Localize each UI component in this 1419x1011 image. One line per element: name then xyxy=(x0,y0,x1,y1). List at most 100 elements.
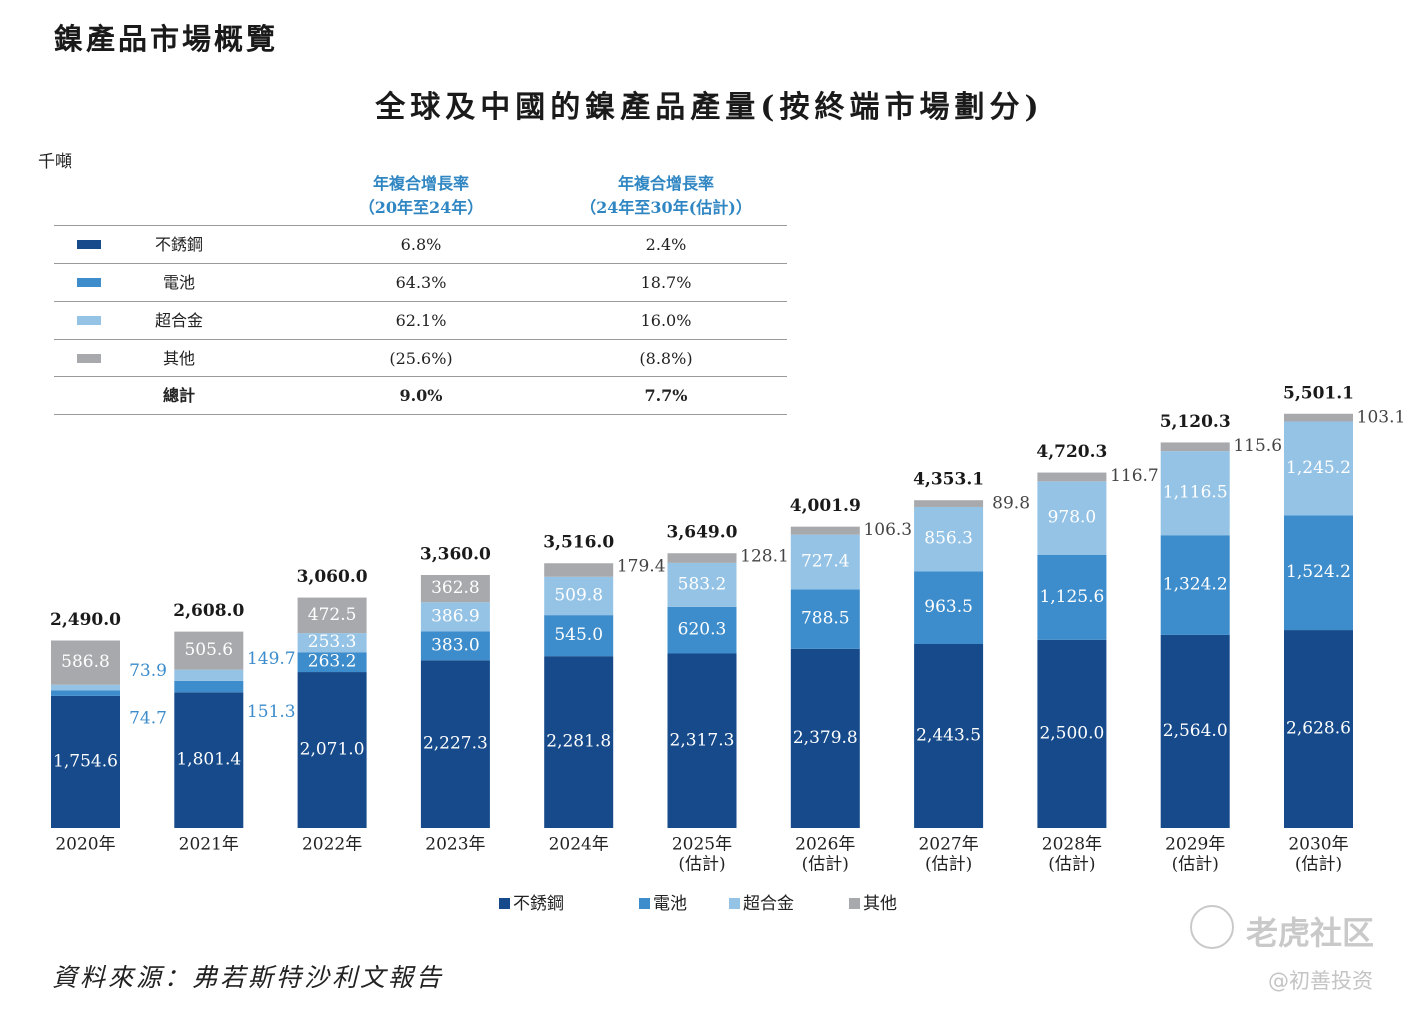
data-label-superalloy: 1,245.2 xyxy=(1286,458,1351,478)
bar-superalloy xyxy=(51,684,120,691)
cagr-value-2024-2030: 18.7% xyxy=(640,273,692,292)
cagr-header-line1: 年複合增長率 xyxy=(372,174,469,193)
watermark-logo-icon xyxy=(1190,905,1234,949)
data-label-superalloy: 1,116.5 xyxy=(1163,483,1228,503)
data-label-battery: 1,125.6 xyxy=(1039,587,1104,607)
table-row-superalloy: 超合金 62.1% 16.0% xyxy=(54,301,787,339)
legend-swatch xyxy=(729,897,740,909)
cagr-value-2024-2030: (8.8%) xyxy=(639,349,693,368)
data-label-other: 472.5 xyxy=(308,605,357,625)
battery-swatch xyxy=(77,278,101,287)
total-label: 3,360.0 xyxy=(420,544,491,564)
bar-superalloy xyxy=(790,534,860,590)
bar-superalloy xyxy=(914,506,984,572)
legend-label: 電池 xyxy=(653,894,687,914)
cagr-header-line1: 年複合增長率 xyxy=(617,174,714,193)
cagr-header-line2: （24年至30年(估計)） xyxy=(580,198,752,217)
data-label-stainless: 2,227.3 xyxy=(423,734,488,754)
bar-battery xyxy=(914,571,984,645)
bar-superalloy xyxy=(297,633,367,653)
total-label: 3,649.0 xyxy=(667,523,738,543)
data-label-stainless: 1,801.4 xyxy=(176,750,241,770)
x-tick-label: 2027年 xyxy=(918,835,978,855)
data-label-other: 89.8 xyxy=(992,494,1030,514)
data-label-other: 586.8 xyxy=(61,652,110,672)
x-tick-label: (估計) xyxy=(1048,855,1095,875)
legend-swatch xyxy=(499,897,510,909)
bar-battery xyxy=(544,615,614,657)
bar-stainless xyxy=(297,672,367,828)
bar-superalloy xyxy=(1160,451,1230,536)
x-tick-label: (估計) xyxy=(925,855,972,875)
data-label-stainless: 2,564.0 xyxy=(1163,721,1228,741)
table-row-battery: 電池 64.3% 18.7% xyxy=(54,263,787,301)
legend-swatch xyxy=(639,897,650,909)
legend-label: 不銹鋼 xyxy=(513,894,564,914)
bar-stainless xyxy=(544,656,614,828)
bar-other xyxy=(914,500,984,507)
legend-item-superalloy: 超合金 xyxy=(729,893,794,915)
bar-other xyxy=(420,574,490,603)
data-label-battery: 963.5 xyxy=(924,597,973,617)
data-label-other: 128.1 xyxy=(740,547,789,567)
data-label-other: 362.8 xyxy=(431,578,480,598)
source-note: 資料來源：弗若斯特沙利文報告 xyxy=(52,963,445,992)
bar-battery xyxy=(667,606,737,654)
bar-stainless xyxy=(1160,634,1230,828)
cagr-header-line2: （20年至24年） xyxy=(358,198,484,217)
x-tick-label: 2021年 xyxy=(179,835,239,855)
row-label: 超合金 xyxy=(154,311,203,330)
total-label: 3,060.0 xyxy=(297,567,368,587)
bar-superalloy xyxy=(544,576,614,616)
x-tick-label: 2026年 xyxy=(795,835,855,855)
section-title: 鎳產品市場概覽 xyxy=(54,22,279,56)
data-label-stainless: 2,500.0 xyxy=(1039,723,1104,743)
bar-battery xyxy=(51,690,120,696)
data-label-superalloy: 73.9 xyxy=(129,661,167,681)
bar-battery xyxy=(1284,515,1353,631)
cagr-value-2020-2024: 6.8% xyxy=(400,235,442,254)
bar-superalloy xyxy=(667,562,737,607)
bar-stainless xyxy=(1037,639,1107,828)
legend-item-battery: 電池 xyxy=(639,893,687,915)
table-row-other: 其他 (25.6%) (8.8%) xyxy=(54,339,787,377)
legend-swatch xyxy=(849,897,860,909)
total-label: 5,120.3 xyxy=(1160,412,1231,432)
legend-item-other: 其他 xyxy=(849,893,897,915)
data-label-superalloy: 149.7 xyxy=(247,649,296,669)
legend-item-stainless: 不銹鋼 xyxy=(499,893,564,915)
x-tick-label: (估計) xyxy=(1172,855,1219,875)
data-label-stainless: 1,754.6 xyxy=(53,751,118,771)
bar-other xyxy=(544,563,614,577)
cagr-value-2020-2024: (25.6%) xyxy=(389,349,453,368)
data-label-stainless: 2,443.5 xyxy=(916,726,981,746)
cagr-value-2020-2024: 9.0% xyxy=(399,386,443,405)
bar-stainless xyxy=(420,660,490,828)
x-tick-label: 2022年 xyxy=(302,835,362,855)
cagr-value-2024-2030: 16.0% xyxy=(640,311,692,330)
data-label-superalloy: 727.4 xyxy=(801,552,850,572)
stainless-swatch xyxy=(77,240,101,249)
cagr-header-2024-2030: 年複合增長率 （24年至30年(估計)） xyxy=(546,172,786,224)
data-label-battery: 788.5 xyxy=(801,609,850,629)
cagr-value-2024-2030: 7.7% xyxy=(644,386,688,405)
table-row-total: 總計 9.0% 7.7% xyxy=(54,376,787,415)
bar-battery xyxy=(790,589,860,649)
data-label-battery: 383.0 xyxy=(431,635,480,655)
bar-battery xyxy=(1160,535,1230,635)
cagr-value-2020-2024: 64.3% xyxy=(395,273,447,292)
total-label: 4,353.1 xyxy=(913,470,984,490)
bar-superalloy xyxy=(420,602,490,632)
row-label: 其他 xyxy=(162,349,195,368)
data-label-other: 103.1 xyxy=(1357,407,1406,427)
data-label-stainless: 2,628.6 xyxy=(1286,719,1351,739)
data-label-other: 179.4 xyxy=(617,557,666,577)
data-label-superalloy: 583.2 xyxy=(678,574,727,594)
bar-other xyxy=(1284,413,1353,422)
total-label: 2,490.0 xyxy=(50,610,121,630)
bar-stainless xyxy=(51,695,120,828)
bar-stainless xyxy=(174,692,244,828)
data-label-battery: 545.0 xyxy=(554,625,603,645)
data-label-stainless: 2,379.8 xyxy=(793,728,858,748)
